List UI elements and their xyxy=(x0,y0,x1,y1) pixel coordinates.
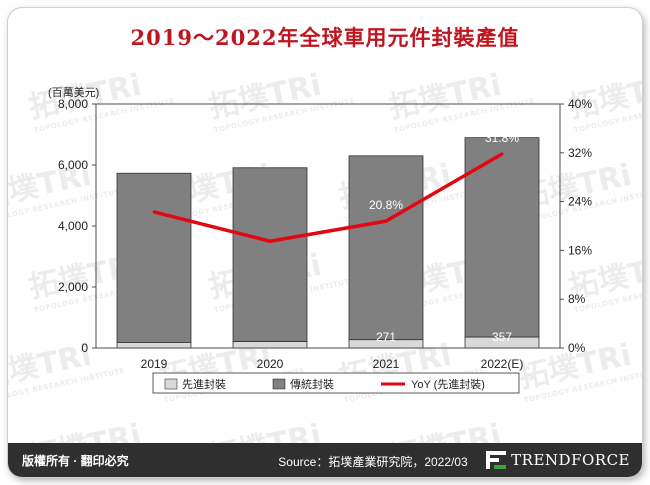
bar-traditional-packaging xyxy=(348,155,424,341)
yoy-value-label: 20.8% xyxy=(369,198,403,212)
y-tick-label: 8,000 xyxy=(58,97,88,111)
y-tick-label: 2,000 xyxy=(58,280,88,294)
chart-title: 2019～2022年全球車用元件封裝產值 xyxy=(130,25,520,50)
y2-tick-label: 24% xyxy=(568,195,592,209)
yoy-value-label: 31.8% xyxy=(485,131,519,145)
legend-yoy-label: YoY (先進封裝) xyxy=(411,377,485,391)
y-tick-label: 0 xyxy=(81,341,88,355)
y2-tick-label: 0% xyxy=(568,341,586,355)
bar-advanced-packaging xyxy=(116,342,192,349)
legend-traditional-packaging-swatch xyxy=(272,378,286,390)
trendforce-wordmark: TRENDFORCE xyxy=(511,451,630,469)
legend-advanced-packaging-swatch xyxy=(164,378,178,390)
advanced-packaging-value-label: 357 xyxy=(492,330,512,344)
bar-advanced-packaging xyxy=(232,341,308,349)
y2-tick-label: 8% xyxy=(568,292,586,306)
advanced-packaging-value-label: 271 xyxy=(376,330,396,344)
x-tick-label: 2020 xyxy=(257,357,284,371)
y-tick-label: 6,000 xyxy=(58,158,88,172)
x-tick-label: 2019 xyxy=(141,357,168,371)
y2-tick-label: 40% xyxy=(568,97,592,111)
y-tick-label: 4,000 xyxy=(58,219,88,233)
bar-advanced-packaging xyxy=(348,339,424,349)
yoy-line xyxy=(153,152,503,243)
bar-traditional-packaging xyxy=(232,167,308,342)
y-axis-label: (百萬美元) xyxy=(48,86,99,99)
y2-tick-label: 16% xyxy=(568,243,592,257)
legend-advanced-packaging-label: 先進封裝 xyxy=(182,377,226,391)
chart-plot: 0 2,000 4,000 6,000 8,000(百萬美元) 0% 8% 16% 24% 32%… xyxy=(48,86,592,394)
trendforce-logo-icon xyxy=(486,451,507,469)
x-tick-label: 2022(E) xyxy=(481,357,524,371)
legend-box xyxy=(152,372,520,394)
trendforce-logo: TRENDFORCE xyxy=(485,449,630,471)
legend-traditional-packaging-label: 傳統封裝 xyxy=(290,377,334,391)
bar-advanced-packaging xyxy=(464,336,540,349)
y2-tick-label: 32% xyxy=(568,146,592,160)
yoy-point xyxy=(152,210,156,214)
yoy-point xyxy=(384,219,388,223)
copyright-text: 版權所有 · 翻印必究 xyxy=(22,454,129,468)
x-tick-label: 2021 xyxy=(373,357,400,371)
bar-traditional-packaging xyxy=(464,137,540,338)
yoy-point xyxy=(268,239,272,243)
source-text: Source：拓墣產業研究院，2022/03 xyxy=(278,455,468,469)
yoy-point xyxy=(500,152,504,156)
chart-card: 拓墣TRi TOPOLOGY RESEARCH INSTITUTE 拓墣TRi TOP… xyxy=(8,8,642,477)
footer-bar: 版權所有 · 翻印必究 Source：拓墣產業研究院，2022/03 TREND… xyxy=(8,443,642,477)
bar-traditional-packaging xyxy=(116,172,192,343)
